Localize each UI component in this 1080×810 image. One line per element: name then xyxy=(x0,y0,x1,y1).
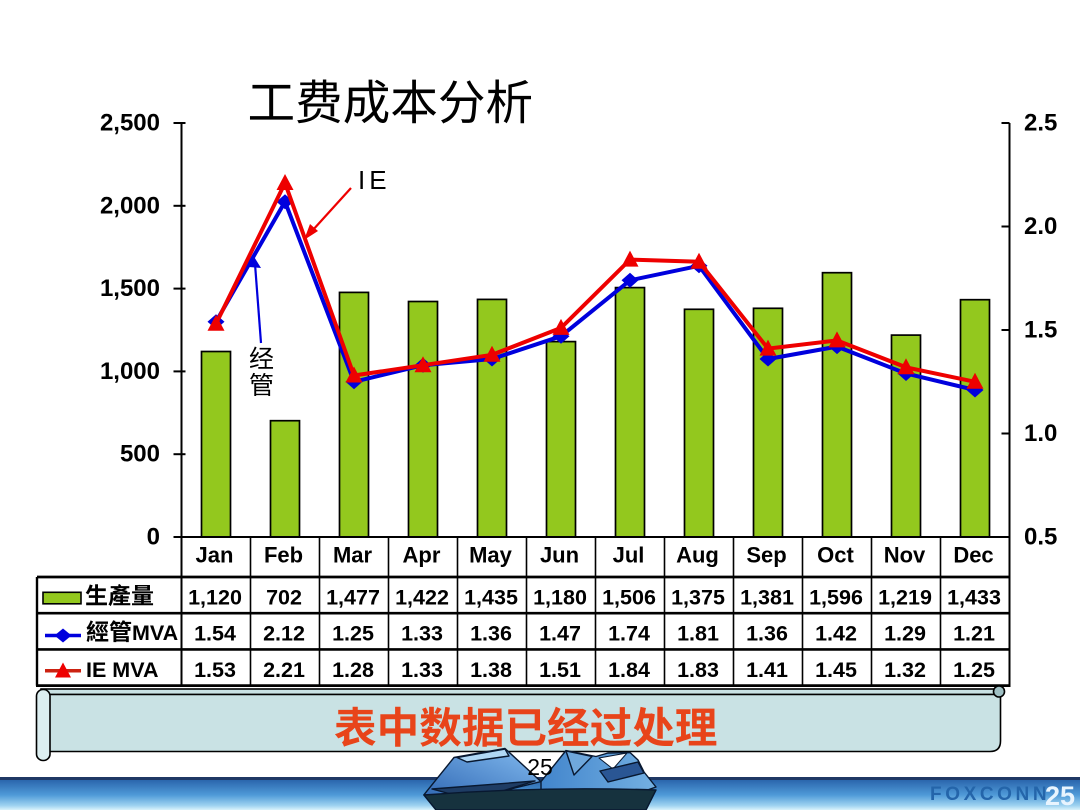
svg-text:2.5: 2.5 xyxy=(1024,110,1057,137)
svg-text:Feb: Feb xyxy=(264,543,303,568)
svg-text:Dec: Dec xyxy=(953,543,993,568)
svg-text:IE MVA: IE MVA xyxy=(86,658,158,682)
svg-text:2,000: 2,000 xyxy=(100,192,160,219)
svg-text:25: 25 xyxy=(1045,781,1075,810)
svg-text:FOXCONN: FOXCONN xyxy=(930,784,1050,805)
svg-text:1.5: 1.5 xyxy=(1024,317,1057,344)
svg-text:1,381: 1,381 xyxy=(740,586,794,610)
svg-text:1.21: 1.21 xyxy=(953,622,995,646)
svg-text:1,375: 1,375 xyxy=(671,586,725,610)
svg-text:1.81: 1.81 xyxy=(677,622,719,646)
svg-text:1.25: 1.25 xyxy=(953,658,995,682)
svg-text:1.33: 1.33 xyxy=(401,658,443,682)
svg-text:1.32: 1.32 xyxy=(884,658,926,682)
svg-text:1.54: 1.54 xyxy=(194,622,236,646)
svg-text:1,435: 1,435 xyxy=(464,586,518,610)
svg-text:1.47: 1.47 xyxy=(539,622,581,646)
svg-text:1.36: 1.36 xyxy=(746,622,788,646)
svg-text:1,506: 1,506 xyxy=(602,586,656,610)
svg-text:May: May xyxy=(469,543,513,568)
svg-text:1.53: 1.53 xyxy=(194,658,236,682)
svg-text:1,596: 1,596 xyxy=(809,586,863,610)
svg-text:Sep: Sep xyxy=(746,543,786,568)
svg-text:1.83: 1.83 xyxy=(677,658,719,682)
svg-text:1,000: 1,000 xyxy=(100,358,160,385)
svg-text:1.41: 1.41 xyxy=(746,658,788,682)
svg-text:2.0: 2.0 xyxy=(1024,213,1057,240)
svg-text:25: 25 xyxy=(527,754,553,780)
svg-text:1.36: 1.36 xyxy=(470,622,512,646)
svg-text:0.5: 0.5 xyxy=(1024,524,1057,551)
svg-text:Jun: Jun xyxy=(540,543,579,568)
svg-text:0: 0 xyxy=(147,524,160,551)
svg-text:1,120: 1,120 xyxy=(188,586,242,610)
svg-text:1.51: 1.51 xyxy=(539,658,581,682)
svg-text:1.28: 1.28 xyxy=(332,658,374,682)
svg-text:702: 702 xyxy=(266,586,302,610)
svg-text:2,500: 2,500 xyxy=(100,110,160,137)
svg-text:1.42: 1.42 xyxy=(815,622,857,646)
svg-text:1.29: 1.29 xyxy=(884,622,926,646)
svg-text:1.0: 1.0 xyxy=(1024,420,1057,447)
svg-text:2.12: 2.12 xyxy=(263,622,305,646)
svg-text:Apr: Apr xyxy=(403,543,441,568)
svg-text:2.21: 2.21 xyxy=(263,658,305,682)
svg-text:Nov: Nov xyxy=(884,543,926,568)
svg-text:Aug: Aug xyxy=(676,543,719,568)
svg-text:1.33: 1.33 xyxy=(401,622,443,646)
svg-text:1,180: 1,180 xyxy=(533,586,587,610)
svg-text:1,500: 1,500 xyxy=(100,275,160,302)
svg-text:MVA: MVA xyxy=(132,621,178,645)
svg-text:1,422: 1,422 xyxy=(395,586,449,610)
svg-text:Jan: Jan xyxy=(196,543,234,568)
svg-text:Mar: Mar xyxy=(333,543,373,568)
svg-text:500: 500 xyxy=(120,441,160,468)
svg-text:1,477: 1,477 xyxy=(326,586,380,610)
svg-text:1.45: 1.45 xyxy=(815,658,857,682)
svg-text:1.74: 1.74 xyxy=(608,622,650,646)
svg-text:IE: IE xyxy=(358,165,391,195)
svg-text:1,219: 1,219 xyxy=(878,586,932,610)
svg-text:Oct: Oct xyxy=(817,543,854,568)
svg-text:1.84: 1.84 xyxy=(608,658,650,682)
svg-text:1.38: 1.38 xyxy=(470,658,512,682)
svg-text:1.25: 1.25 xyxy=(332,622,374,646)
svg-text:Jul: Jul xyxy=(613,543,645,568)
svg-text:1,433: 1,433 xyxy=(947,586,1001,610)
